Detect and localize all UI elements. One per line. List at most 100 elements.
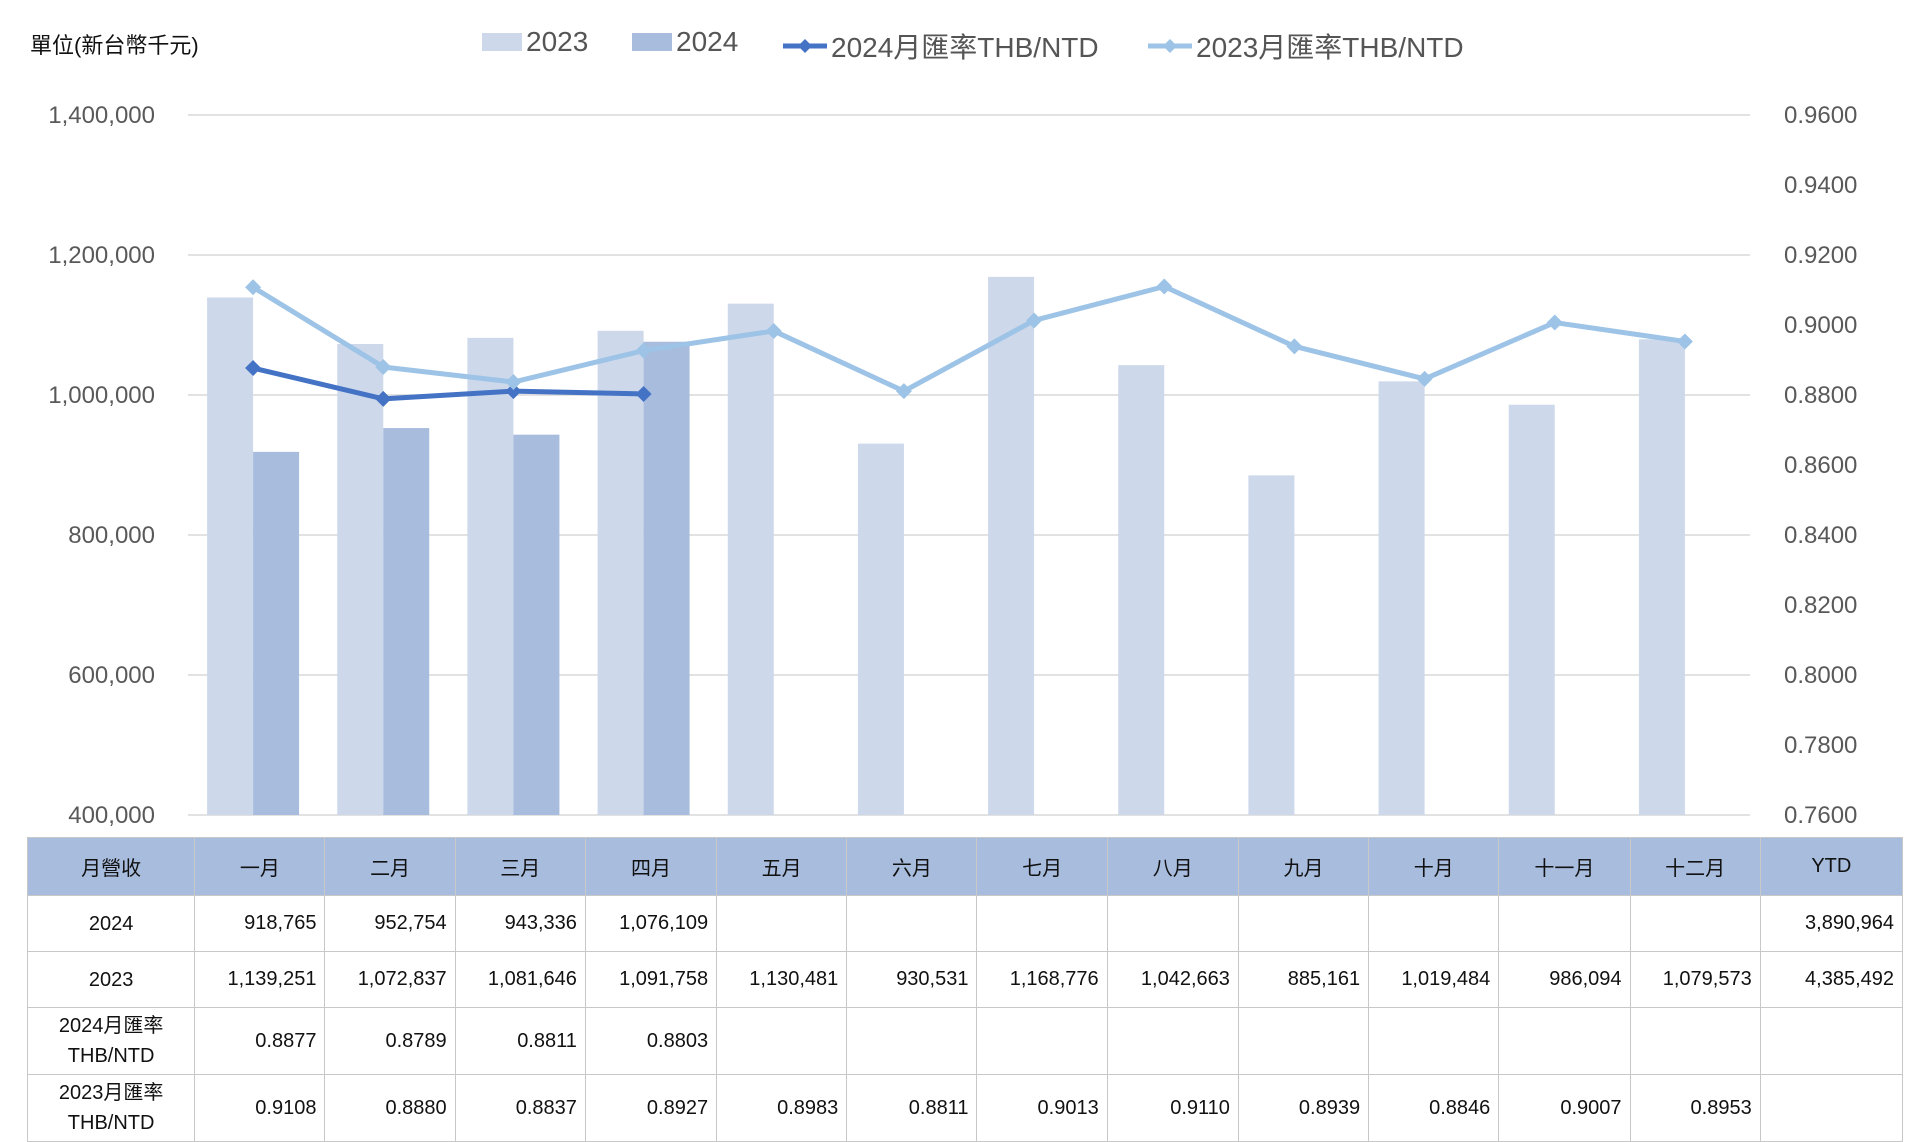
y-right-tick-label: 0.8400 xyxy=(1784,522,1857,549)
table-cell: 885,161 xyxy=(1237,951,1370,1008)
row-label-line: 2024 xyxy=(88,912,134,935)
table-cell xyxy=(1759,1074,1904,1142)
table-cell xyxy=(976,895,1108,952)
row-label-line: 2024月匯率 xyxy=(58,1015,164,1037)
line-point xyxy=(1156,278,1173,295)
table-cell xyxy=(716,1007,848,1075)
table-header-cell: 月營收 xyxy=(26,837,196,896)
table-header-row: 月營收 一月 二月 三月 四月 五月 六月 七月 八月 九月 十月 十一月 十二… xyxy=(26,837,1904,896)
table-cell: 1,139,251 xyxy=(194,951,326,1008)
legend-swatch-rate-2024 xyxy=(783,39,827,53)
table-cell: 0.9108 xyxy=(194,1074,326,1142)
table-header-cell: YTD xyxy=(1759,837,1904,896)
line-point xyxy=(505,383,522,400)
y-right-tick-label: 0.9600 xyxy=(1784,102,1857,129)
table-cell: 0.8811 xyxy=(454,1007,586,1075)
bar-2023 xyxy=(597,330,644,815)
y-right-tick-label: 0.9000 xyxy=(1784,312,1857,339)
y-right-tick-label: 0.8800 xyxy=(1784,382,1857,409)
table-cell: 986,094 xyxy=(1498,951,1631,1008)
table-cell: 0.9110 xyxy=(1106,1074,1239,1142)
table-body: 2024 918,765 952,754 943,336 1,076,109 3,890,… xyxy=(26,895,1904,1142)
y-left-tick-label: 600,000 xyxy=(68,662,155,689)
table-header-cell: 二月 xyxy=(324,837,456,896)
y-right-tick-label: 0.7600 xyxy=(1784,802,1857,829)
bar-2023 xyxy=(988,276,1035,815)
series-line xyxy=(252,365,644,402)
series-line xyxy=(251,284,1686,394)
y-right-tick-label: 0.8200 xyxy=(1784,592,1857,619)
bar-2023 xyxy=(1638,339,1685,815)
line-point xyxy=(895,383,912,400)
y-right-tick-label: 0.9400 xyxy=(1784,172,1857,199)
bar-2023 xyxy=(1118,365,1165,815)
bar-2023 xyxy=(1248,475,1295,815)
table-header-cell: 十月 xyxy=(1368,837,1500,896)
table-row: 2023月匯率 THB/NTD 0.9108 0.8880 0.8837 0.8927 0.… xyxy=(26,1074,1904,1142)
legend-label-2023: 2023 xyxy=(526,26,589,57)
bar-2023 xyxy=(857,443,904,815)
row-label-line: THB/NTD xyxy=(67,1112,155,1134)
table-cell: 1,130,481 xyxy=(716,951,848,1008)
table-header-cell: 十一月 xyxy=(1498,837,1631,896)
table-cell: 918,765 xyxy=(194,895,326,952)
line-point xyxy=(375,390,392,407)
y-left-tick-label: 800,000 xyxy=(68,522,155,549)
table-header-cell: 九月 xyxy=(1237,837,1370,896)
row-label-line: 2023 xyxy=(88,968,134,991)
line-point xyxy=(1286,338,1303,355)
table-header-cell: 六月 xyxy=(846,837,978,896)
table-cell: 0.8927 xyxy=(584,1074,718,1142)
table-cell: 0.8939 xyxy=(1237,1074,1370,1142)
line-point xyxy=(245,360,262,377)
table-cell: 0.8846 xyxy=(1368,1074,1500,1142)
table-cell: 0.9007 xyxy=(1498,1074,1631,1142)
table-cell: 0.8811 xyxy=(846,1074,978,1142)
bar-2023 xyxy=(337,344,384,815)
table-cell: 952,754 xyxy=(324,895,456,952)
y-right-tick-label: 0.8000 xyxy=(1784,662,1857,689)
row-label: 2023 xyxy=(26,951,196,1008)
legend-swatch-2024 xyxy=(632,33,672,51)
bar-2023 xyxy=(1378,381,1425,815)
table-cell xyxy=(1498,895,1631,952)
combo-chart: 400,000 600,000 800,000 1,000,000 1,200,000 1… xyxy=(48,102,1857,829)
table-cell: 4,385,492 xyxy=(1759,951,1904,1008)
table-header-cell: 四月 xyxy=(584,837,718,896)
table-cell: 930,531 xyxy=(846,951,978,1008)
legend: 2023 2024 2024月匯率THB/NTD 2023月匯率THB/NTD xyxy=(0,26,1918,66)
line-point xyxy=(505,374,522,391)
table-header-cell: 三月 xyxy=(454,837,586,896)
y-right-tick-label: 0.9200 xyxy=(1784,242,1857,269)
table-header-cell: 一月 xyxy=(194,837,326,896)
table-header-cell: 十二月 xyxy=(1629,837,1761,896)
table-cell xyxy=(1368,895,1500,952)
bar-2024 xyxy=(643,341,690,815)
line-point xyxy=(635,342,652,359)
line-point xyxy=(1026,312,1043,329)
table-cell xyxy=(1237,895,1370,952)
table-cell xyxy=(716,895,848,952)
y-left-tick-label: 1,200,000 xyxy=(48,242,155,269)
table-cell xyxy=(1106,895,1239,952)
table-cell: 1,168,776 xyxy=(976,951,1108,1008)
table-cell xyxy=(846,895,978,952)
legend-swatch-2023 xyxy=(482,33,522,51)
table-cell: 1,079,573 xyxy=(1629,951,1761,1008)
legend-item-2023: 2023 xyxy=(482,26,588,58)
table-cell: 3,890,964 xyxy=(1759,895,1904,952)
table-header-cell: 八月 xyxy=(1106,837,1239,896)
y-right-tick-label: 0.8600 xyxy=(1784,452,1857,479)
row-label-line: 2023月匯率 xyxy=(58,1082,164,1104)
table-cell: 1,081,646 xyxy=(454,951,586,1008)
bar-2024 xyxy=(253,451,300,815)
legend-label-2024: 2024 xyxy=(676,26,739,57)
table-cell: 1,042,663 xyxy=(1106,951,1239,1008)
line-point xyxy=(245,279,262,296)
line-point xyxy=(1676,333,1693,350)
table-cell xyxy=(1368,1007,1500,1075)
legend-item-rate-2023: 2023月匯率THB/NTD xyxy=(1148,26,1464,66)
legend-label-rate-2024: 2024月匯率THB/NTD xyxy=(831,32,1099,63)
table-cell: 0.8837 xyxy=(454,1074,586,1142)
data-table: 月營收 一月 二月 三月 四月 五月 六月 七月 八月 九月 十月 十一月 十二… xyxy=(26,837,1904,1142)
